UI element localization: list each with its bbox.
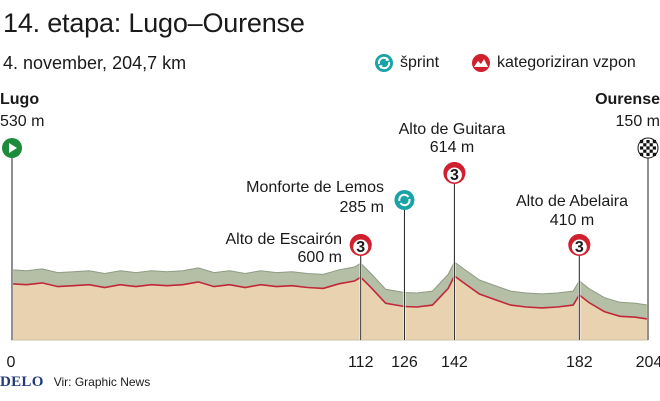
climb-category: 3 [356, 239, 365, 256]
x-tick-label: 112 [348, 354, 374, 371]
checker-cell [646, 146, 650, 150]
sprint-arc [399, 198, 411, 207]
climb-icon [472, 54, 490, 72]
waypoint-elevation: 410 m [550, 212, 594, 229]
profile-fill [11, 276, 648, 340]
sprint-arc [398, 193, 410, 202]
waypoint-4: 3 Alto de Abelaira 410 m [516, 193, 628, 340]
waypoint-elevation: 614 m [430, 139, 474, 156]
waypoint-elevation: 600 m [298, 249, 342, 266]
checker-cell [652, 146, 656, 150]
climb-category: 3 [575, 239, 584, 256]
checker-cell [640, 152, 644, 156]
legend-climb: kategoriziran vzpon [471, 53, 636, 73]
climb-category: 3 [450, 167, 459, 184]
waypoint-5: Ourense 150 m [595, 91, 660, 340]
checker-cell [640, 140, 644, 144]
x-tick-label: 182 [566, 354, 593, 371]
waypoint-elevation: 530 m [0, 113, 44, 130]
x-tick-label: 204 [636, 354, 660, 371]
climb-badge [446, 167, 462, 183]
brand-logo: DELO [0, 374, 44, 390]
profile-band [11, 262, 648, 320]
x-tick-label: 142 [441, 354, 468, 371]
source-credit: Vir: Graphic News [53, 375, 151, 389]
climb-badge [353, 239, 369, 255]
sprint-marker-icon [394, 190, 415, 210]
checker-cell [643, 149, 647, 153]
checker-cell [646, 152, 650, 156]
checker-cell [640, 146, 644, 150]
start-arrow-icon [9, 143, 17, 153]
x-tick-label: 0 [7, 354, 16, 371]
waypoint-name: Alto de Abelaira [516, 193, 628, 210]
waypoint-name: Alto de Guitara [399, 121, 506, 138]
waypoint-elevation: 285 m [340, 199, 384, 216]
checker-cell [652, 152, 656, 156]
waypoint-elevation: 150 m [616, 113, 660, 130]
waypoint-name: Ourense [595, 91, 660, 108]
sprint-icon [375, 54, 393, 72]
waypoint-2: Monforte de Lemos 285 m [246, 179, 415, 340]
checker-cell [649, 143, 653, 147]
profile-area-group [10, 261, 649, 341]
legend-sprint: šprint [374, 53, 439, 73]
waypoint-0: Lugo 530 m [0, 91, 44, 340]
waypoint-name: Lugo [0, 91, 39, 108]
x-tick-label: 126 [391, 354, 418, 371]
checker-cell [649, 149, 653, 153]
stage-subtitle: 4. november, 204,7 km [3, 53, 187, 73]
climb-badge [571, 239, 587, 255]
checker-cell [646, 140, 650, 144]
waypoint-name: Monforte de Lemos [246, 179, 384, 196]
page-title: 14. etapa: Lugo–Ourense [3, 8, 305, 38]
profile-top-edge [10, 261, 649, 306]
x-axis-ticks: 0 112 126 142 182 204 [7, 354, 660, 371]
legend-sprint-label: šprint [400, 54, 440, 71]
legend-climb-label: kategoriziran vzpon [497, 54, 636, 71]
profile-line [10, 274, 649, 320]
checker-cell [652, 140, 656, 144]
footer: DELO Vir: Graphic News [0, 374, 150, 391]
waypoint-name: Alto de Escairón [225, 231, 342, 248]
checker-cell [643, 143, 647, 147]
